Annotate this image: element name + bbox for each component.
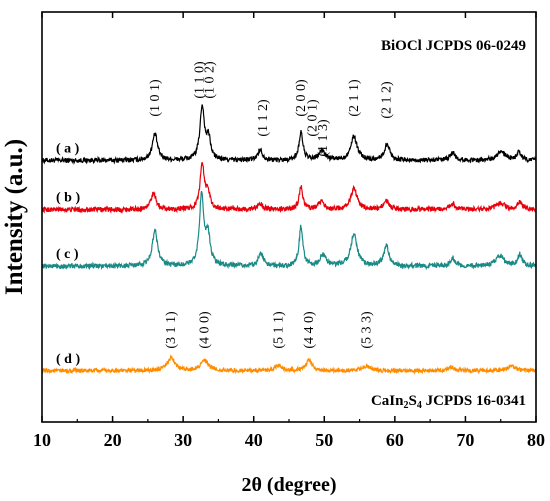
y-axis-label: Intensity (a.u.) <box>1 139 28 295</box>
x-tick-label: 60 <box>386 430 404 450</box>
reference-label-biocl: BiOCl JCPDS 06-0249 <box>381 38 526 54</box>
series-line-b <box>41 161 537 214</box>
x-tick-label: 40 <box>245 430 263 450</box>
peak-index-label: (1 1 2) <box>256 99 271 137</box>
x-tick-label: 80 <box>527 430 545 450</box>
x-tick-label: 30 <box>174 430 192 450</box>
ref-cain-sub2: 4 <box>417 400 422 411</box>
x-tick-label: 20 <box>104 430 122 450</box>
series-line-c <box>41 190 537 271</box>
series-label-a: ( a ) <box>56 141 80 156</box>
peak-index-label: (4 0 0) <box>197 311 212 349</box>
x-tick-label: 70 <box>456 430 474 450</box>
ref-cain-sub1: 2 <box>403 400 408 411</box>
reference-label-cain2s4: CaIn2S4 JCPDS 16-0341 <box>371 393 526 411</box>
peak-index-label: (5 3 3) <box>360 311 375 349</box>
series-line-a <box>41 104 537 166</box>
tick-layer: 10 20 30 40 50 60 70 80 <box>33 12 545 450</box>
peak-index-label: (1 1 0) <box>192 61 207 99</box>
peak-index-label: (5 1 1) <box>271 311 286 349</box>
x-tick-label: 50 <box>315 430 333 450</box>
peak-index-label: (2 0 0) <box>294 79 309 117</box>
peak-index-label: (2 0 1) <box>305 99 320 137</box>
series-line-d <box>41 353 537 375</box>
peak-index-label: (2 1 2) <box>379 81 394 119</box>
x-tick-label: 10 <box>33 430 51 450</box>
peak-index-label: (3 1 1) <box>164 311 179 349</box>
plot-frame <box>41 11 537 423</box>
peak-index-label: (4 4 0) <box>302 311 317 349</box>
peak-index-label: (1 1 3) <box>316 119 331 157</box>
ref-cain-part3: JCPDS 16-0341 <box>422 393 526 409</box>
ref-cain-part2: S <box>408 393 416 409</box>
ref-cain-part1: CaIn <box>371 393 404 409</box>
peak-index-label: (2 1 1) <box>347 79 362 117</box>
series-label-b: ( b ) <box>56 191 80 206</box>
label-layer: Intensity (a.u.) 2θ (degree) BiOCl JCPDS… <box>1 38 526 496</box>
x-axis-label: 2θ (degree) <box>241 474 336 496</box>
series-layer: ( a ) ( b ) ( c ) ( d ) <box>41 104 537 375</box>
series-label-c: ( c ) <box>56 247 79 262</box>
peak-index-label: (1 0 2) <box>202 61 217 99</box>
peak-index-label: (1 0 1) <box>148 79 163 117</box>
series-label-d: ( d ) <box>56 352 80 367</box>
